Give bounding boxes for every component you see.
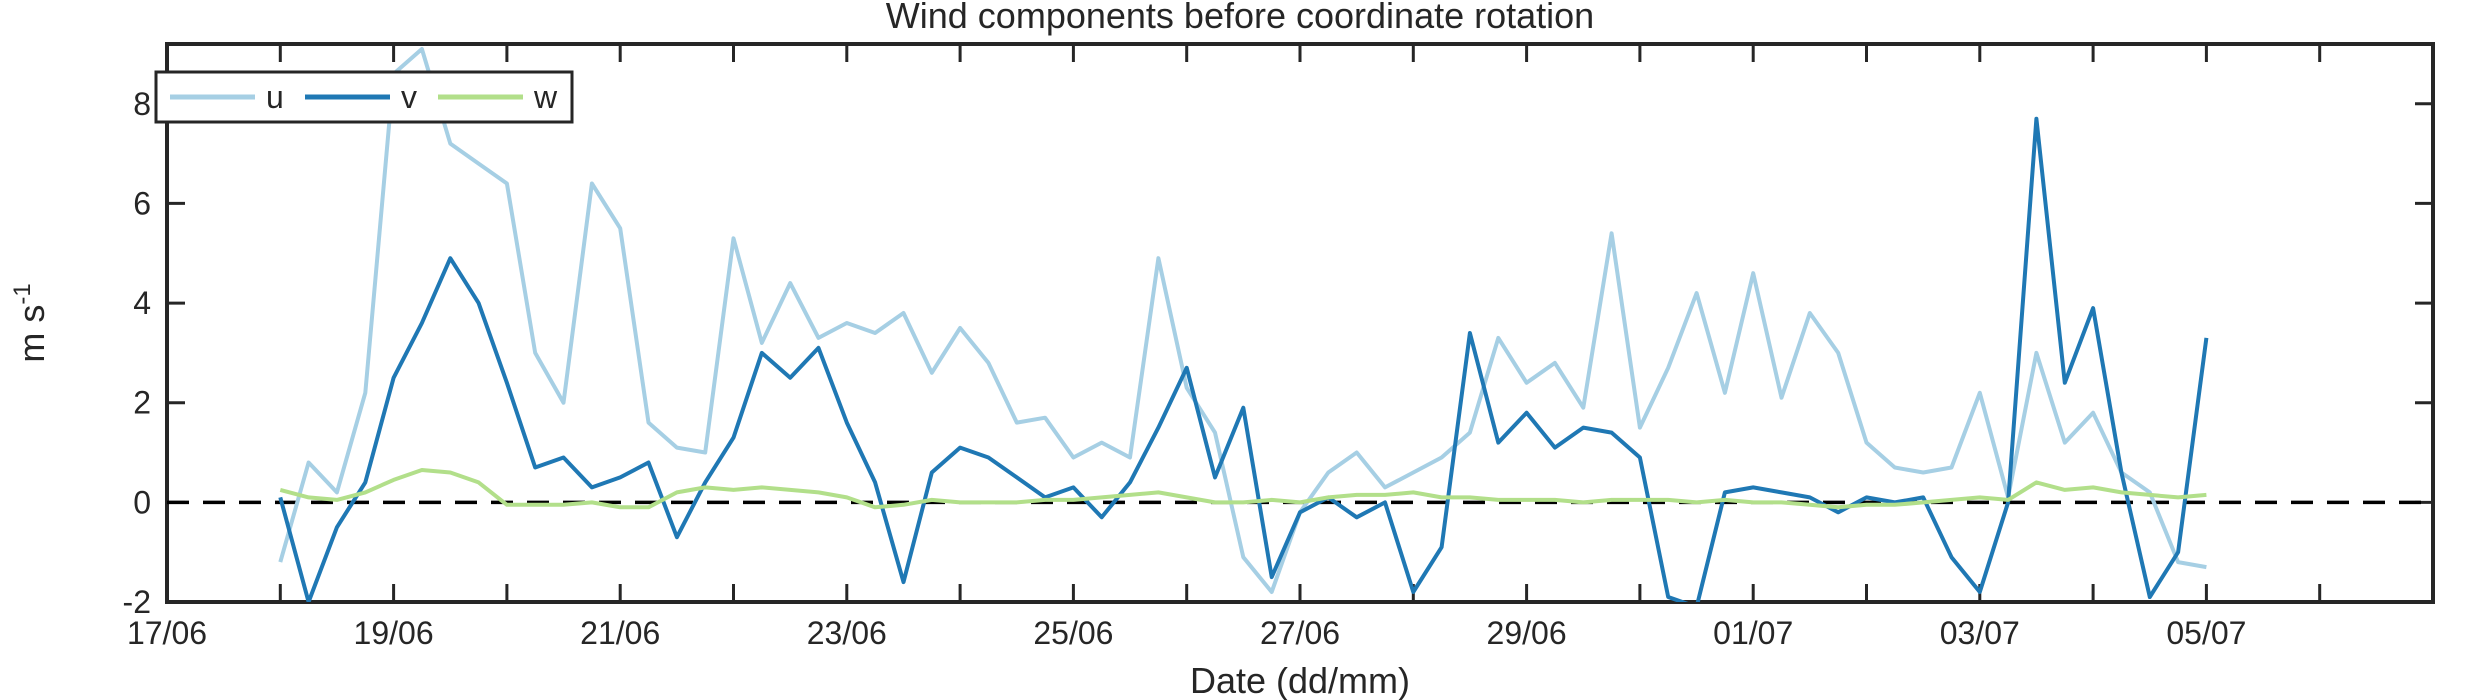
x-tick-label: 01/07	[1713, 615, 1793, 651]
chart-title: Wind components before coordinate rotati…	[886, 0, 1594, 36]
x-tick-label: 23/06	[807, 615, 887, 651]
y-tick-label: -2	[123, 584, 151, 620]
y-tick-label: 0	[133, 484, 151, 520]
x-tick-label: 29/06	[1487, 615, 1567, 651]
x-axis-label: Date (dd/mm)	[1190, 660, 1410, 700]
y-tick-label: 2	[133, 385, 151, 421]
y-axis-label-exponent: -1	[9, 283, 36, 304]
x-tick-label: 05/07	[2166, 615, 2246, 651]
x-tick-label: 25/06	[1033, 615, 1113, 651]
x-tick-label: 17/06	[127, 615, 207, 651]
legend-label-w: w	[533, 79, 558, 115]
y-axis-label-group: m s-1	[9, 283, 52, 362]
series-layer	[278, 47, 2209, 602]
x-tick-label: 19/06	[354, 615, 434, 651]
legend: u v w	[154, 70, 574, 124]
y-tick-label: 4	[133, 285, 151, 321]
y-tick-label: 6	[133, 185, 151, 221]
plot-area	[165, 42, 2435, 604]
y-axis-label-unit: m s	[11, 305, 52, 363]
x-tick-label: 03/07	[1940, 615, 2020, 651]
y-axis-label: m s-1	[9, 283, 52, 362]
legend-label-u: u	[266, 79, 284, 115]
series-line-v	[278, 116, 2209, 602]
x-axis: 17/06 19/06 21/06 23/06 25/06 27/06 29/06 01/07…	[127, 44, 2435, 651]
x-tick-label: 21/06	[580, 615, 660, 651]
series-line-w	[279, 468, 2207, 510]
y-tick-label: 8	[133, 86, 151, 122]
series-line-u	[278, 47, 2207, 594]
legend-label-v: v	[401, 79, 417, 115]
x-tick-label: 27/06	[1260, 615, 1340, 651]
